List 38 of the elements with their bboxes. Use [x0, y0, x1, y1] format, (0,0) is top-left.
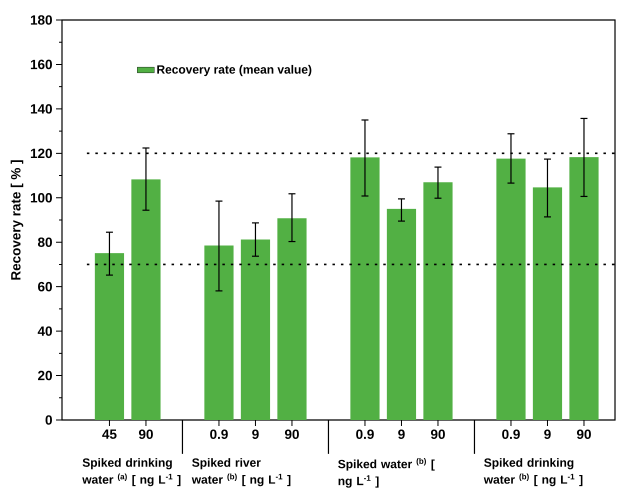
bar [569, 157, 599, 420]
y-axis-title: Recovery rate [ % ] [10, 160, 24, 280]
bar [240, 240, 270, 420]
legend-label: Recovery rate (mean value) [157, 64, 312, 76]
y-tick-label: 40 [38, 326, 52, 336]
x-tick-label: 90 [576, 430, 591, 440]
bar [496, 158, 526, 420]
y-tick-label: 180 [30, 15, 52, 25]
x-tick-label: 45 [102, 430, 117, 439]
x-tick-label: 9 [252, 430, 259, 440]
y-tick-label: 140 [30, 104, 52, 114]
y-tick-label: 120 [30, 148, 52, 158]
x-tick-label: 90 [284, 430, 299, 440]
y-tick-label: 60 [38, 282, 52, 292]
x-tick-label: 90 [430, 430, 445, 440]
y-tick-label: 80 [38, 237, 52, 247]
bar [386, 208, 416, 420]
bar [350, 157, 380, 420]
text: Spiked river water $^{(b)}$ [ ng L$^{-1}$ ] [192, 458, 290, 486]
x-tick-label: 0.9 [356, 430, 374, 440]
x-tick-label: 9 [398, 430, 405, 440]
bar [532, 187, 562, 420]
bar [204, 246, 234, 420]
y-tick-label: 20 [38, 370, 52, 380]
y-tick-label: 100 [30, 193, 52, 203]
bar [277, 218, 307, 420]
bar [94, 253, 124, 420]
bar [423, 182, 453, 420]
y-tick-label: 160 [30, 60, 52, 70]
bar [131, 179, 161, 420]
x-tick-label: 90 [138, 430, 153, 440]
y-tick-label: 0 [46, 415, 52, 425]
x-tick-label: 0.9 [502, 430, 520, 440]
text: Spiked drinking water $^{(b)}$ [ ng L$^{-1}$ ] [484, 458, 582, 486]
x-tick-label: 9 [544, 430, 551, 440]
x-tick-label: 0.9 [210, 430, 228, 440]
text: Spiked water $^{(b)}$ [ ng L$^{-1}$ ] [338, 458, 435, 488]
text: Spiked drinking water $^{(a)}$ [ ng L$^{-1}$ ] [82, 458, 180, 486]
